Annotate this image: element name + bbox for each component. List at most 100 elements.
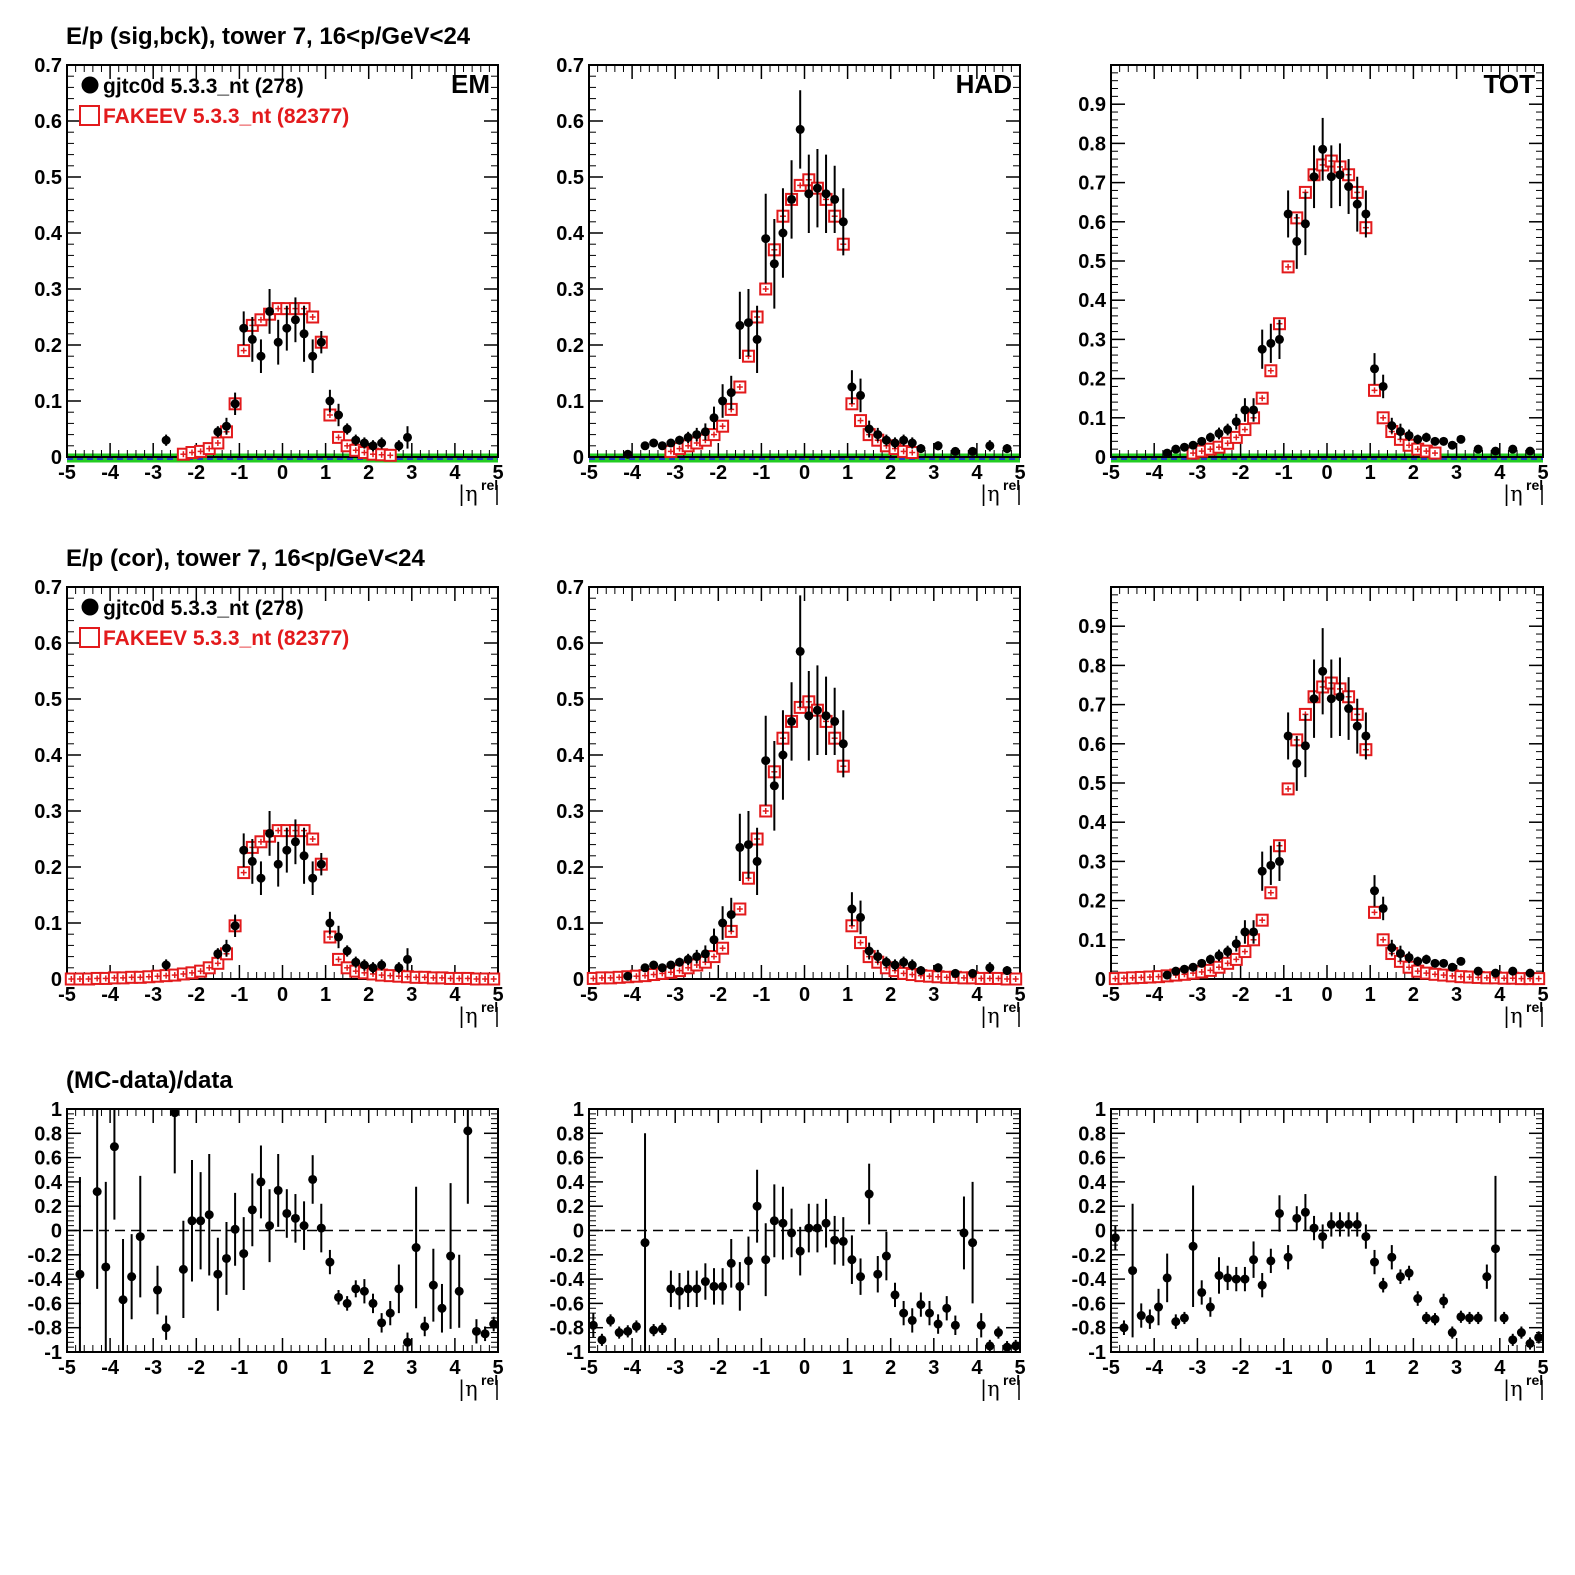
y-tick-label: 0.4 xyxy=(556,745,585,767)
x-tick-label: 4 xyxy=(1494,984,1506,1006)
y-tick-label: -0.8 xyxy=(550,1318,584,1340)
y-tick-label: 0.7 xyxy=(1078,173,1106,195)
data-point xyxy=(804,1223,814,1233)
x-tick-label: -2 xyxy=(709,1357,727,1379)
x-tick-label: 0 xyxy=(277,462,288,484)
x-tick-label: 0 xyxy=(1321,984,1332,1006)
y-tick-label: 0.1 xyxy=(1078,408,1106,430)
data-point xyxy=(1439,1296,1449,1306)
y-tick-label: 0.8 xyxy=(1078,1123,1106,1145)
x-tick-label: -5 xyxy=(580,462,598,484)
data-point xyxy=(489,1319,499,1329)
x-axis-label-superscript: rel xyxy=(1526,999,1543,1015)
y-tick-label: 0.4 xyxy=(1078,1172,1107,1194)
y-tick-label: 0.4 xyxy=(1078,812,1107,834)
x-axis-label: |η xyxy=(980,482,1000,507)
data-point xyxy=(402,1337,412,1347)
data-point xyxy=(1473,1313,1483,1323)
data-point xyxy=(1002,1342,1012,1352)
x-tick-label: -2 xyxy=(1232,1357,1250,1379)
data-point xyxy=(873,952,883,962)
data-point xyxy=(153,1285,163,1295)
data-point xyxy=(649,438,659,448)
data-point xyxy=(1171,1317,1181,1327)
data-point xyxy=(1274,856,1284,866)
x-tick-label: -3 xyxy=(666,984,684,1006)
data-point xyxy=(700,1277,710,1287)
x-tick-label: -2 xyxy=(1232,462,1250,484)
x-tick-label: -5 xyxy=(1102,462,1120,484)
data-point xyxy=(1266,338,1276,348)
data-point xyxy=(1352,721,1362,731)
y-tick-label: 0.9 xyxy=(1078,94,1106,116)
x-tick-label: 1 xyxy=(1365,984,1376,1006)
data-point xyxy=(1179,1313,1189,1323)
data-point xyxy=(890,1290,900,1300)
data-point xyxy=(1292,236,1302,246)
data-point xyxy=(1171,966,1181,976)
data-point xyxy=(1188,962,1198,972)
panel-label: TOT xyxy=(1483,69,1535,99)
data-point xyxy=(196,1216,206,1226)
data-point xyxy=(666,1284,676,1294)
x-tick-label: -2 xyxy=(709,462,727,484)
x-tick-label: 3 xyxy=(1451,984,1462,1006)
x-axis-label: |η xyxy=(980,1377,1000,1402)
data-point xyxy=(1370,1257,1380,1267)
data-point xyxy=(950,968,960,978)
data-point xyxy=(1344,182,1354,192)
data-point xyxy=(368,1298,378,1308)
y-tick-label: 0.8 xyxy=(34,1123,62,1145)
data-point xyxy=(290,837,300,847)
x-axis-label: |η xyxy=(980,1004,1000,1029)
y-tick-label: 0.3 xyxy=(1078,329,1106,351)
x-tick-label: 1 xyxy=(842,984,853,1006)
x-tick-label: -4 xyxy=(101,984,120,1006)
data-point xyxy=(1430,958,1440,968)
y-tick-label: 1 xyxy=(51,1099,62,1121)
data-point xyxy=(1162,1273,1172,1283)
data-point xyxy=(907,438,917,448)
plot-frame xyxy=(1110,586,1544,980)
y-tick-label: 0 xyxy=(573,969,584,991)
y-tick-label: 0 xyxy=(51,447,62,469)
data-point xyxy=(847,1255,857,1265)
data-point xyxy=(161,1323,171,1333)
data-point xyxy=(1240,405,1250,415)
data-point xyxy=(795,124,805,134)
data-point xyxy=(1240,927,1250,937)
data-point xyxy=(1352,1219,1362,1229)
y-tick-label: 0.2 xyxy=(1078,891,1106,913)
data-point xyxy=(1352,199,1362,209)
data-point xyxy=(480,1329,490,1339)
data-point xyxy=(1447,962,1457,972)
data-point xyxy=(752,334,762,344)
y-tick-label: 0.6 xyxy=(34,1148,62,1170)
data-point xyxy=(743,318,753,328)
x-tick-label: -4 xyxy=(623,1357,642,1379)
data-point xyxy=(787,1228,797,1238)
x-tick-label: -5 xyxy=(1102,984,1120,1006)
y-tick-label: 0 xyxy=(573,1221,584,1243)
x-tick-label: -4 xyxy=(101,462,120,484)
data-point xyxy=(1309,1223,1319,1233)
y-tick-label: -0.2 xyxy=(1072,1245,1106,1267)
x-tick-label: 0 xyxy=(799,1357,810,1379)
y-tick-label: 0.7 xyxy=(34,55,62,77)
data-point xyxy=(881,957,891,967)
y-tick-label: 0.2 xyxy=(34,857,62,879)
x-tick-label: -2 xyxy=(1232,984,1250,1006)
data-point xyxy=(1326,1219,1336,1229)
data-point xyxy=(985,441,995,451)
y-tick-label: 0.5 xyxy=(34,689,62,711)
panel-label: HAD xyxy=(956,69,1012,99)
data-point xyxy=(959,1228,969,1238)
data-point xyxy=(907,1315,917,1325)
data-point xyxy=(1378,381,1388,391)
x-tick-label: -1 xyxy=(753,1357,771,1379)
data-point xyxy=(692,430,702,440)
x-tick-label: 2 xyxy=(885,462,896,484)
data-point xyxy=(649,960,659,970)
x-tick-label: -5 xyxy=(1102,1357,1120,1379)
data-point xyxy=(265,306,275,316)
